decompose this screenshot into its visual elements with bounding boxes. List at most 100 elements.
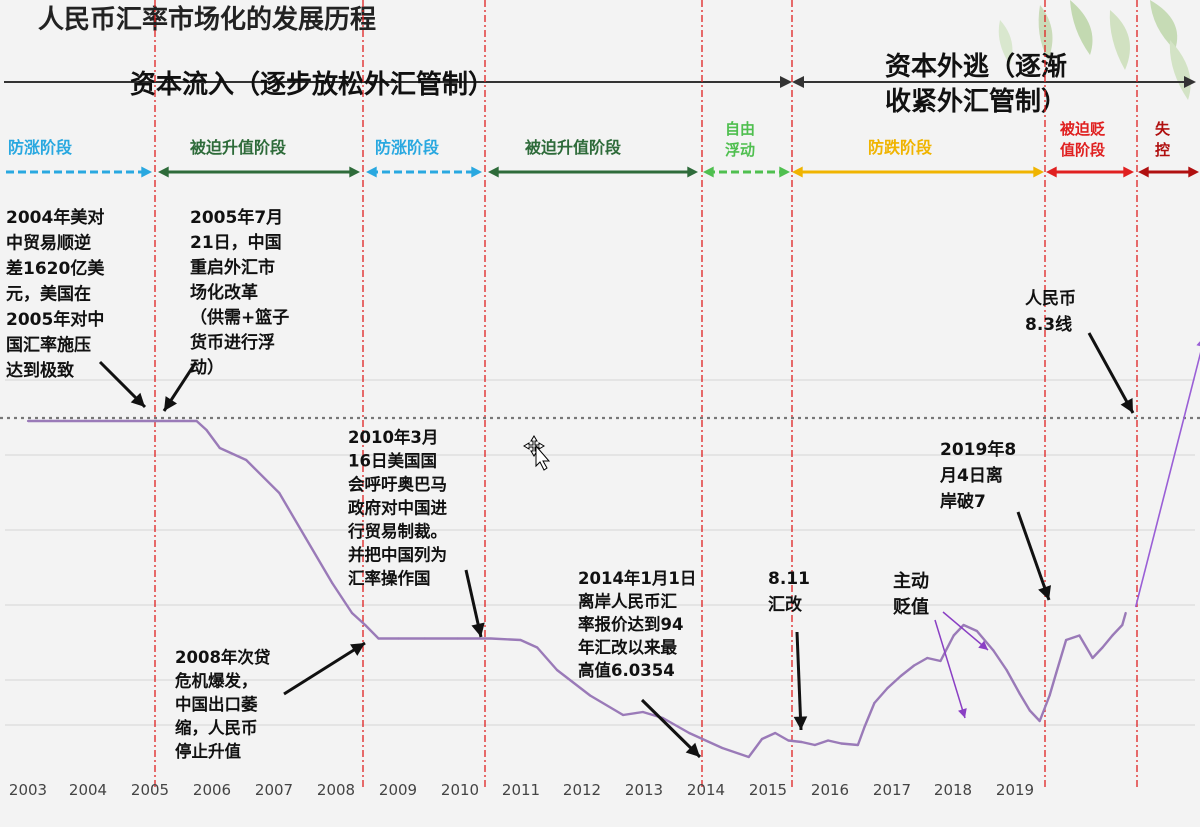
- annotation-arrow-8-3-line-shaft: [1087, 332, 1135, 414]
- x-tick-label-2018: 2018: [934, 781, 972, 799]
- phase-arrow-head-right-6: [1123, 166, 1134, 178]
- x-tick-label-2009: 2009: [379, 781, 417, 799]
- series-point: [350, 611, 354, 615]
- series-point: [1065, 638, 1068, 642]
- x-tick-label-2004: 2004: [69, 781, 107, 799]
- annotation-3-line-3: 缩，人民币: [175, 718, 258, 738]
- annotation-2-line-0: 2010年3月: [348, 427, 438, 447]
- section-label-capital-inflow: 资本流入（逐步放松外汇管制）: [130, 69, 494, 100]
- annotation-5-line-0: 8.11: [768, 569, 810, 589]
- annotation-arrow-2004-head: [130, 392, 145, 407]
- series-point: [899, 674, 902, 678]
- series-point: [489, 637, 492, 640]
- annotation-1-line-0: 2005年7月: [190, 207, 283, 228]
- x-tick-label-2005: 2005: [131, 781, 169, 799]
- phase-arrow-head-right-4: [779, 166, 790, 178]
- series-point: [1091, 656, 1094, 660]
- annotation-6-line-0: 主动: [893, 570, 929, 592]
- annotation-2: 2010年3月 16日美国国会呼吁奥巴马政府对中国进行贸易制裁。并把中国列为汇率操…: [347, 427, 448, 588]
- projection-line: [1134, 351, 1200, 608]
- annotation-2-line-6: 汇率操作国: [348, 568, 431, 588]
- annotation-5: 8.11 汇改: [768, 569, 810, 615]
- page-title: 人民币汇率市场化的发展历程: [38, 4, 376, 35]
- annotation-0-line-2: 差1620亿美: [6, 258, 105, 279]
- move-cursor-icon: [523, 435, 551, 471]
- phase-arrow-head-left-2: [366, 166, 377, 178]
- x-tick-label-2013: 2013: [625, 781, 663, 799]
- annotation-8: 人民币 8.3线: [1025, 289, 1076, 335]
- series-point: [939, 659, 942, 663]
- phase-label-5-line-0: 防跌阶段: [868, 138, 933, 157]
- series-point: [813, 743, 816, 747]
- series-point: [760, 737, 764, 741]
- annotation-0-line-0: 2004年美对: [6, 207, 104, 228]
- series-line-usdcny: [28, 419, 1127, 759]
- annotation-arrow-811-shaft: [795, 631, 803, 731]
- series-point: [1055, 671, 1058, 675]
- series-point: [1121, 623, 1124, 627]
- series-point: [1124, 611, 1127, 615]
- series-point: [377, 637, 380, 640]
- series-point: [218, 446, 221, 450]
- series-point: [926, 656, 929, 660]
- phase-label-2-line-0: 防涨阶段: [375, 138, 440, 157]
- series-point: [826, 739, 830, 742]
- annotation-1-line-5: 货币进行浮: [190, 332, 275, 353]
- x-tick-label-2019: 2019: [996, 781, 1034, 799]
- series-point: [245, 458, 248, 462]
- series-point: [641, 710, 645, 714]
- event-lines: [154, 0, 1138, 790]
- annotation-8-line-0: 人民币: [1025, 289, 1076, 309]
- phase-label-1-line-0: 被迫升值阶段: [190, 138, 287, 157]
- annotation-arrow-2010-head: [471, 622, 485, 637]
- series-point: [205, 428, 208, 432]
- series-point: [992, 649, 995, 652]
- x-tick-label-2007: 2007: [255, 781, 293, 799]
- annotation-4-line-1: 离岸人民币汇: [578, 591, 678, 611]
- annotation-1-line-1: 21日，中国: [190, 232, 282, 253]
- series-point: [962, 623, 965, 627]
- phase-arrow-head-right-1: [349, 166, 360, 178]
- annotation-arrow-2014: [640, 698, 702, 759]
- annotation-2-line-1: 16日美国国: [348, 451, 437, 471]
- series-point: [1038, 719, 1041, 723]
- series-point: [1005, 668, 1008, 672]
- x-tick-label-2010: 2010: [441, 781, 479, 799]
- phase-arrow-head-left-1: [158, 166, 169, 178]
- phase-label-7-line-0: 失: [1155, 120, 1171, 138]
- annotation-4-line-0: 2014年1月1日: [578, 568, 696, 588]
- phase-arrow-head-left-6: [1046, 166, 1057, 178]
- annotation-1-line-3: 场化改革: [190, 282, 258, 303]
- bamboo-leaf-decoration: [998, 0, 1191, 100]
- phase-arrow-head-left-7: [1138, 166, 1149, 178]
- annotation-0-line-6: 达到极致: [6, 360, 75, 381]
- phase-arrow-3: 被迫升值阶段: [488, 138, 698, 178]
- annotation-arrow-2010: [464, 569, 485, 638]
- annotation-0-line-1: 中贸易顺逆: [6, 233, 91, 254]
- series-point: [840, 742, 843, 745]
- series-point: [787, 739, 790, 742]
- phase-arrow-head-left-4: [703, 166, 714, 178]
- series-point: [952, 634, 955, 637]
- series-point: [331, 581, 334, 585]
- annotation-arrow-2008: [283, 641, 366, 696]
- x-tick-label-2012: 2012: [563, 781, 601, 799]
- series-point: [873, 701, 876, 705]
- series-point: [278, 491, 281, 495]
- series-point: [555, 668, 559, 672]
- series-point: [364, 623, 367, 627]
- series-point: [26, 419, 30, 423]
- phase-label-4-line-1: 浮动: [725, 141, 755, 159]
- x-tick-label-2014: 2014: [687, 781, 725, 799]
- annotation-8-line-1: 8.3线: [1025, 314, 1072, 335]
- x-tick-label-2015: 2015: [749, 781, 787, 799]
- annotation-2-line-4: 行贸易制裁。: [347, 521, 447, 541]
- annotation-arrow-break-7-head: [1038, 585, 1051, 600]
- series-point: [856, 743, 859, 747]
- series-point: [800, 740, 803, 744]
- annotation-1-line-2: 重启外汇市: [190, 257, 275, 278]
- x-tick-label-2008: 2008: [317, 781, 355, 799]
